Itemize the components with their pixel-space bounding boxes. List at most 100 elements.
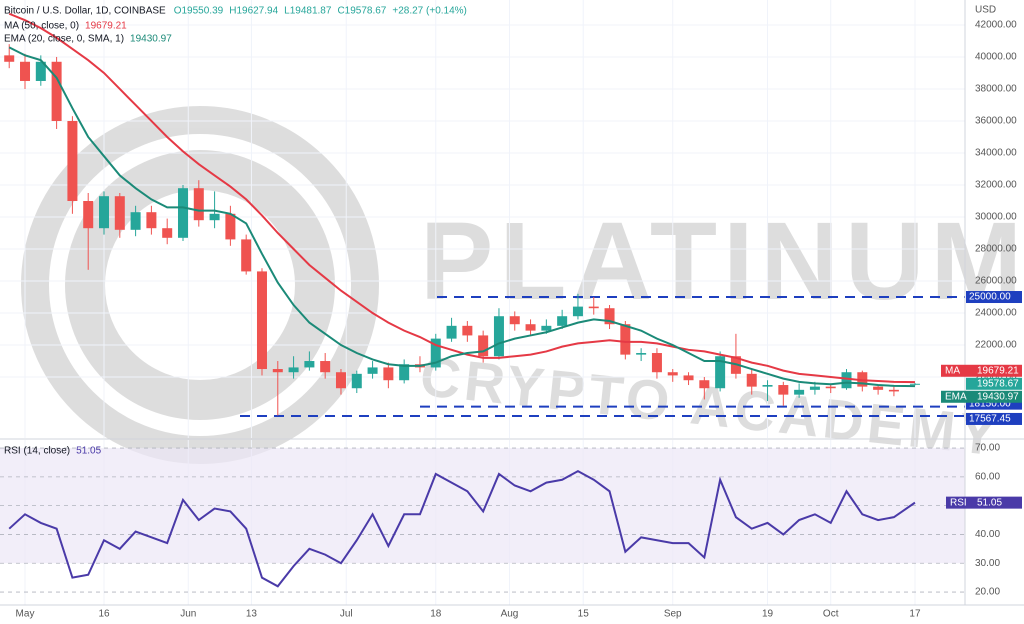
ohlc-value: C19578.67 — [337, 6, 386, 17]
legend-name: MA (50, close, 0) — [4, 21, 79, 32]
y-tick-label: 40000.00 — [975, 52, 1017, 63]
rsi-lines — [8, 469, 916, 588]
y-tick-label: 34000.00 — [975, 148, 1017, 159]
candle-body — [430, 338, 441, 368]
overlay: May 16 Jun 13 Jul 18 Aug 15 Sep 19 Oct 17 USD 20000.0… — [4, 5, 1022, 620]
levels — [240, 296, 965, 417]
rsi-tick-label: 60.00 — [975, 471, 1000, 482]
plot — [4, 12, 965, 588]
rsi-tick-label: 30.00 — [975, 558, 1000, 569]
y-tick-label: 20000.00 — [975, 372, 1017, 383]
legend-value: 51.05 — [76, 446, 101, 457]
y-tick-label: 36000.00 — [975, 116, 1017, 127]
ohlc-value: H19627.94 — [229, 6, 278, 17]
indicator-tag-value: 51.05 — [977, 497, 1002, 508]
grid — [0, 0, 965, 605]
level-tag-label: 18150.00 — [969, 398, 1011, 409]
candle-body — [572, 306, 583, 317]
candle-body — [909, 383, 920, 385]
y-tick-label: 32000.00 — [975, 180, 1017, 191]
legend-name: EMA (20, close, 0, SMA, 1) — [4, 34, 124, 45]
indicator-tag-name: MA — [945, 365, 960, 376]
watermark-text: PLATINUM — [420, 200, 1024, 323]
indicator-tag-name: RSI — [950, 497, 967, 508]
candle-body — [67, 120, 78, 201]
candle-body — [446, 325, 457, 339]
y-tick-label: 24000.00 — [975, 308, 1017, 319]
candle-body — [636, 353, 647, 355]
candle-body — [209, 213, 220, 221]
candle-body — [667, 372, 678, 376]
indicator-tag — [946, 496, 1022, 509]
candle-body — [399, 364, 410, 381]
candle-body — [351, 373, 362, 389]
candle-body — [162, 228, 173, 238]
candle-body — [620, 324, 631, 355]
y-tick-label: 22000.00 — [975, 340, 1017, 351]
chart-title: Bitcoin / U.S. Dollar, 1D, COINBASE — [4, 6, 166, 17]
candle-body — [651, 353, 662, 373]
level-tag — [966, 291, 1022, 304]
rsi-tick-label: 70.00 — [975, 443, 1000, 454]
candle-body — [746, 373, 757, 387]
candle-body — [462, 325, 473, 336]
x-tick-label: 18 — [430, 609, 442, 620]
x-tick-label: Jun — [180, 609, 196, 620]
indicator-line — [8, 12, 915, 384]
candle-body — [177, 188, 188, 238]
price-tag — [966, 377, 1022, 390]
legend-value: 19430.97 — [130, 34, 172, 45]
candle-body — [225, 213, 236, 240]
candle-body — [888, 389, 899, 392]
candle-body — [367, 367, 378, 374]
watermark-ring — [65, 150, 335, 420]
y-tick-label: 42000.00 — [975, 20, 1017, 31]
indicator-tag — [941, 364, 1022, 377]
x-tick-label: 17 — [909, 609, 921, 620]
x-tick-label: Aug — [501, 609, 519, 620]
candle-body — [825, 386, 836, 389]
indicator-line — [8, 469, 916, 588]
candle-body — [509, 316, 520, 325]
x-tick-label: May — [16, 609, 35, 620]
candle-body — [778, 385, 789, 395]
level-tag-label: 17567.45 — [969, 414, 1011, 425]
ohlc-value: L19481.87 — [284, 6, 332, 17]
candle-body — [873, 386, 884, 390]
candle-body — [35, 61, 46, 81]
candle-body — [683, 375, 694, 381]
x-tick-label: 19 — [762, 609, 774, 620]
y-tick-label: 28000.00 — [975, 244, 1017, 255]
candle-body — [20, 61, 31, 81]
rsi-tick-label: 20.00 — [975, 587, 1000, 598]
indicator-tag-name: EMA — [945, 391, 967, 402]
y-tick-label: 38000.00 — [975, 84, 1017, 95]
candle-body — [478, 335, 489, 357]
legend-name: RSI (14, close) — [4, 446, 70, 457]
x-tick-label: Oct — [823, 609, 839, 620]
candle-body — [762, 385, 773, 387]
moving-averages — [8, 12, 915, 388]
candle-body — [525, 324, 536, 331]
candle-body — [794, 389, 805, 395]
candle-body — [272, 369, 283, 373]
y-tick-label: 26000.00 — [975, 276, 1017, 287]
candle-body — [841, 372, 852, 389]
x-tick-label: Sep — [664, 609, 682, 620]
candle-body — [604, 308, 615, 325]
level-tag — [966, 412, 1022, 425]
indicator-line — [8, 46, 915, 388]
candle-body — [99, 196, 110, 229]
x-tick-label: Jul — [340, 609, 353, 620]
indicator-tag-value: 19679.21 — [977, 365, 1019, 376]
x-tick-label: 16 — [98, 609, 110, 620]
candle-body — [304, 361, 315, 368]
candle-body — [146, 212, 157, 229]
candle-body — [493, 316, 504, 357]
rsi-tick-label: 40.00 — [975, 529, 1000, 540]
ohlc-value: +28.27 (+0.14%) — [392, 6, 467, 17]
x-tick-label: 15 — [578, 609, 590, 620]
candle-body — [335, 372, 346, 389]
candle-body — [193, 188, 204, 221]
candle-body — [715, 356, 726, 389]
